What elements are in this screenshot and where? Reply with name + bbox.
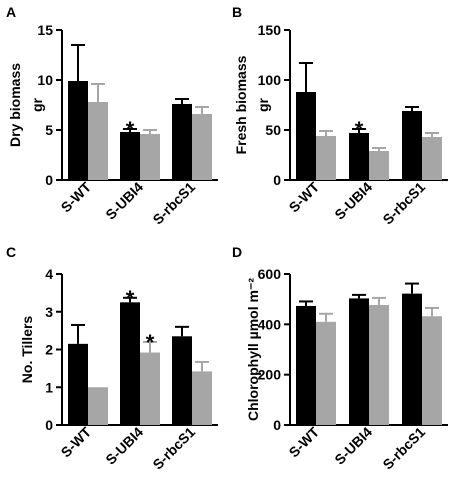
x-category-label: S-WT — [286, 178, 323, 215]
x-category-label: S-UBI4 — [331, 179, 375, 223]
y-tick-label: 1 — [45, 379, 53, 395]
significance-star: * — [126, 286, 135, 311]
bar — [120, 132, 140, 180]
y-axis-label: Dry biomass — [7, 63, 23, 147]
bar — [402, 111, 422, 180]
bar — [140, 352, 160, 425]
y-tick-label: 400 — [258, 316, 282, 332]
y-axis-label: Fresh biomass — [233, 55, 249, 154]
y-tick-label: 10 — [37, 72, 53, 88]
x-category-label: S-WT — [286, 423, 323, 460]
bar — [316, 321, 336, 425]
bar — [422, 316, 442, 425]
bar — [296, 305, 316, 425]
bar — [192, 371, 212, 425]
y-axis-label: gr — [255, 97, 271, 112]
panel-letter: D — [232, 244, 242, 260]
y-tick-label: 3 — [45, 304, 53, 320]
significance-star: * — [355, 117, 364, 142]
x-category-label: S-rbcS1 — [149, 424, 198, 473]
x-category-label: S-UBI4 — [102, 179, 146, 223]
y-tick-label: 0 — [273, 417, 281, 433]
panel-letter: A — [6, 4, 16, 20]
bar — [68, 343, 88, 425]
bar — [402, 293, 422, 425]
bar — [349, 298, 369, 425]
y-tick-label: 2 — [45, 342, 53, 358]
bar — [68, 81, 88, 180]
y-tick-label: 600 — [258, 266, 282, 282]
bar — [140, 134, 160, 180]
y-tick-label: 0 — [45, 417, 53, 433]
x-category-label: S-WT — [58, 178, 95, 215]
panel-letter: B — [232, 4, 242, 20]
y-tick-label: 0 — [45, 172, 53, 188]
chart-panel-c: C 0 1 2 3 4 No. Tillers S-WT S-UBI4 S-rbcS1 * * — [6, 244, 218, 473]
y-tick-label: 15 — [37, 22, 53, 38]
y-tick-label: 4 — [45, 266, 53, 282]
bar — [369, 151, 389, 180]
x-category-label: S-WT — [58, 423, 95, 460]
y-tick-label: 100 — [258, 72, 282, 88]
y-tick-label: 0 — [273, 172, 281, 188]
x-category-label: S-rbcS1 — [149, 179, 198, 228]
bar — [192, 114, 212, 180]
bar — [316, 136, 336, 180]
bar — [369, 304, 389, 425]
chart-panel-b: B 0 50 100 150 Fresh biomass gr S-WT S-UBI4 S-rbc… — [232, 4, 448, 228]
y-tick-label: 150 — [258, 22, 282, 38]
bar — [120, 302, 140, 425]
significance-star: * — [126, 117, 135, 142]
x-category-label: S-UBI4 — [331, 424, 375, 468]
significance-star: * — [146, 330, 155, 355]
y-axis-label: Chlorophyll µmol m⁻² — [245, 278, 261, 421]
bar — [172, 336, 192, 425]
x-category-label: S-rbcS1 — [379, 179, 428, 228]
x-category-label: S-rbcS1 — [379, 424, 428, 473]
bar — [296, 92, 316, 180]
y-tick-label: 5 — [45, 122, 53, 138]
panel-letter: C — [6, 244, 16, 260]
bar — [349, 133, 369, 180]
y-axis-label: gr — [29, 97, 45, 112]
y-tick-label: 50 — [265, 122, 281, 138]
bar — [88, 102, 108, 180]
y-tick-label: 200 — [258, 367, 282, 383]
bar — [88, 387, 108, 425]
bar — [172, 104, 192, 180]
x-category-label: S-UBI4 — [102, 424, 146, 468]
y-axis-label: No. Tillers — [19, 316, 35, 384]
chart-panel-a: A 0 5 10 15 Dry biomass gr S-WT S-UBI4 S-rbcS1 * — [6, 4, 218, 228]
bar — [422, 137, 442, 180]
